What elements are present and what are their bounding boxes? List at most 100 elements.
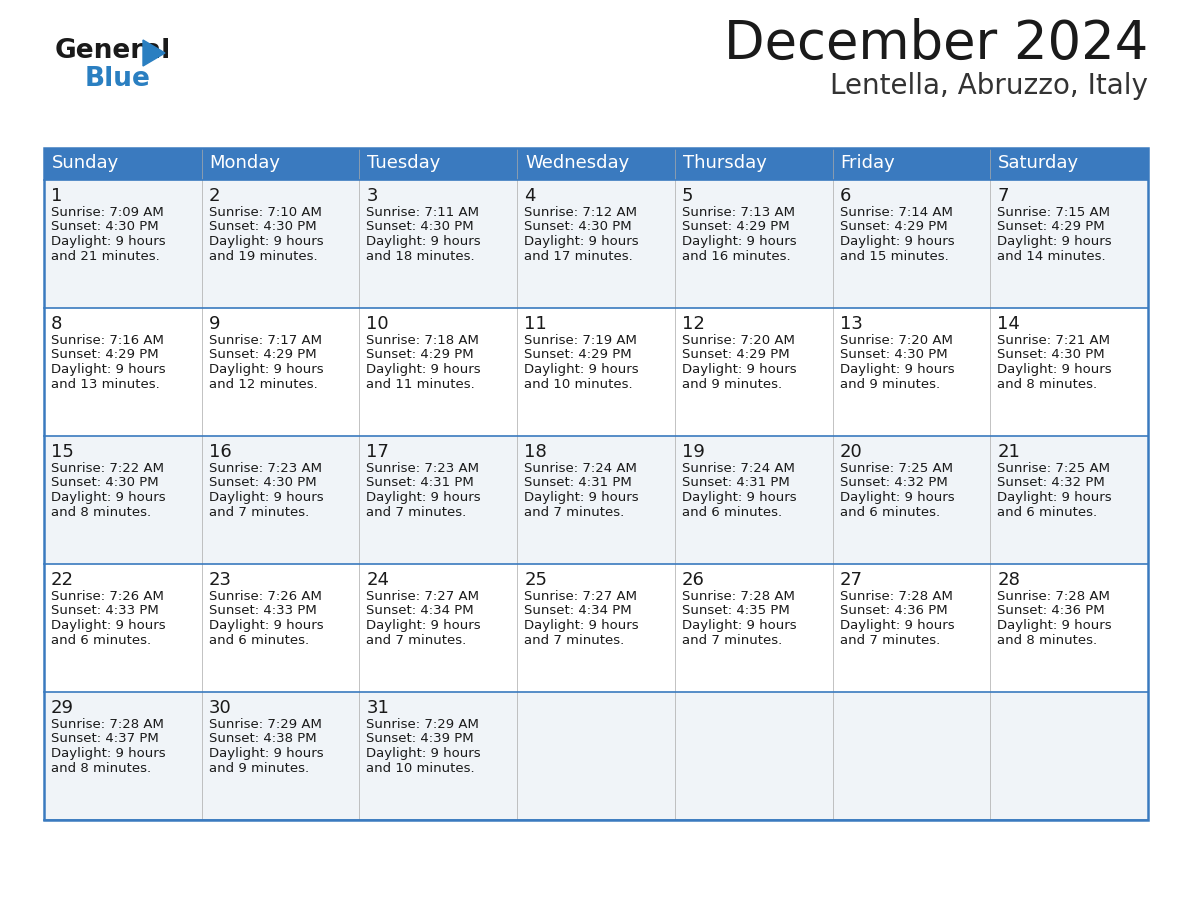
Text: and 6 minutes.: and 6 minutes.	[682, 506, 782, 519]
Text: and 11 minutes.: and 11 minutes.	[366, 377, 475, 390]
Text: Sunset: 4:29 PM: Sunset: 4:29 PM	[51, 349, 159, 362]
Text: 21: 21	[997, 443, 1020, 461]
Text: Sunrise: 7:29 AM: Sunrise: 7:29 AM	[366, 718, 479, 731]
Text: Sunrise: 7:26 AM: Sunrise: 7:26 AM	[209, 590, 322, 603]
Text: Sunrise: 7:28 AM: Sunrise: 7:28 AM	[840, 590, 953, 603]
Text: Sunset: 4:30 PM: Sunset: 4:30 PM	[997, 349, 1105, 362]
Text: Sunset: 4:38 PM: Sunset: 4:38 PM	[209, 733, 316, 745]
Text: Sunset: 4:39 PM: Sunset: 4:39 PM	[366, 733, 474, 745]
Bar	[833, 180, 991, 308]
Text: and 16 minutes.: and 16 minutes.	[682, 250, 790, 263]
Bar	[517, 692, 675, 820]
Text: and 13 minutes.: and 13 minutes.	[51, 377, 159, 390]
Text: and 18 minutes.: and 18 minutes.	[366, 250, 475, 263]
Text: Daylight: 9 hours: Daylight: 9 hours	[840, 491, 954, 504]
Text: and 8 minutes.: and 8 minutes.	[51, 762, 151, 775]
Text: 9: 9	[209, 315, 220, 333]
Text: Sunrise: 7:23 AM: Sunrise: 7:23 AM	[209, 462, 322, 475]
Text: Tuesday: Tuesday	[367, 154, 441, 172]
Bar	[44, 180, 202, 308]
Text: Sunset: 4:31 PM: Sunset: 4:31 PM	[366, 476, 474, 489]
Bar	[44, 148, 1148, 820]
Text: and 8 minutes.: and 8 minutes.	[997, 633, 1098, 646]
Text: and 12 minutes.: and 12 minutes.	[209, 377, 317, 390]
Text: 25: 25	[524, 571, 548, 589]
Text: 1: 1	[51, 187, 63, 205]
Text: Sunset: 4:29 PM: Sunset: 4:29 PM	[682, 349, 790, 362]
Text: 11: 11	[524, 315, 546, 333]
Bar	[991, 692, 1148, 820]
Bar	[202, 308, 360, 436]
Text: 15: 15	[51, 443, 74, 461]
Text: 24: 24	[366, 571, 390, 589]
Text: and 6 minutes.: and 6 minutes.	[209, 633, 309, 646]
Bar	[833, 308, 991, 436]
Bar	[675, 692, 833, 820]
Text: 16: 16	[209, 443, 232, 461]
Text: 2: 2	[209, 187, 220, 205]
Text: Sunrise: 7:23 AM: Sunrise: 7:23 AM	[366, 462, 480, 475]
Text: Sunset: 4:33 PM: Sunset: 4:33 PM	[51, 604, 159, 618]
Bar	[44, 692, 202, 820]
Bar	[360, 180, 517, 308]
Text: Sunset: 4:35 PM: Sunset: 4:35 PM	[682, 604, 790, 618]
Bar	[44, 564, 202, 692]
Bar	[517, 436, 675, 564]
Bar	[44, 148, 202, 180]
Text: and 10 minutes.: and 10 minutes.	[366, 762, 475, 775]
Text: Sunrise: 7:18 AM: Sunrise: 7:18 AM	[366, 334, 479, 347]
Text: Daylight: 9 hours: Daylight: 9 hours	[997, 363, 1112, 376]
Text: 17: 17	[366, 443, 390, 461]
Bar	[833, 148, 991, 180]
Bar	[360, 436, 517, 564]
Text: Sunset: 4:33 PM: Sunset: 4:33 PM	[209, 604, 316, 618]
Bar	[675, 180, 833, 308]
Text: and 17 minutes.: and 17 minutes.	[524, 250, 633, 263]
Text: Sunrise: 7:27 AM: Sunrise: 7:27 AM	[366, 590, 480, 603]
Bar	[675, 436, 833, 564]
Text: Sunset: 4:30 PM: Sunset: 4:30 PM	[524, 220, 632, 233]
Text: 26: 26	[682, 571, 704, 589]
Bar	[360, 692, 517, 820]
Text: Daylight: 9 hours: Daylight: 9 hours	[997, 235, 1112, 248]
Text: and 9 minutes.: and 9 minutes.	[840, 377, 940, 390]
Text: Daylight: 9 hours: Daylight: 9 hours	[209, 235, 323, 248]
Text: 7: 7	[997, 187, 1009, 205]
Text: Sunset: 4:29 PM: Sunset: 4:29 PM	[682, 220, 790, 233]
Text: Daylight: 9 hours: Daylight: 9 hours	[366, 363, 481, 376]
Text: Sunset: 4:31 PM: Sunset: 4:31 PM	[524, 476, 632, 489]
Text: Sunset: 4:30 PM: Sunset: 4:30 PM	[51, 476, 159, 489]
Text: Wednesday: Wednesday	[525, 154, 630, 172]
Text: Daylight: 9 hours: Daylight: 9 hours	[209, 747, 323, 760]
Text: Sunset: 4:29 PM: Sunset: 4:29 PM	[366, 349, 474, 362]
Bar	[991, 308, 1148, 436]
Text: and 7 minutes.: and 7 minutes.	[682, 633, 782, 646]
Text: Sunrise: 7:24 AM: Sunrise: 7:24 AM	[524, 462, 637, 475]
Text: Sunrise: 7:15 AM: Sunrise: 7:15 AM	[997, 206, 1111, 219]
Text: Sunset: 4:36 PM: Sunset: 4:36 PM	[840, 604, 947, 618]
Text: Sunset: 4:32 PM: Sunset: 4:32 PM	[997, 476, 1105, 489]
Text: 18: 18	[524, 443, 546, 461]
Text: Daylight: 9 hours: Daylight: 9 hours	[682, 235, 796, 248]
Text: Sunday: Sunday	[52, 154, 119, 172]
Text: and 10 minutes.: and 10 minutes.	[524, 377, 633, 390]
Text: Sunrise: 7:25 AM: Sunrise: 7:25 AM	[840, 462, 953, 475]
Text: and 7 minutes.: and 7 minutes.	[209, 506, 309, 519]
Bar	[833, 692, 991, 820]
Text: Sunrise: 7:28 AM: Sunrise: 7:28 AM	[682, 590, 795, 603]
Text: and 19 minutes.: and 19 minutes.	[209, 250, 317, 263]
Text: Sunrise: 7:12 AM: Sunrise: 7:12 AM	[524, 206, 637, 219]
Text: December 2024: December 2024	[723, 18, 1148, 70]
Text: Lentella, Abruzzo, Italy: Lentella, Abruzzo, Italy	[830, 72, 1148, 100]
Text: Sunrise: 7:20 AM: Sunrise: 7:20 AM	[840, 334, 953, 347]
Text: Daylight: 9 hours: Daylight: 9 hours	[366, 619, 481, 632]
Text: Sunset: 4:31 PM: Sunset: 4:31 PM	[682, 476, 790, 489]
Text: Saturday: Saturday	[998, 154, 1080, 172]
Text: Sunrise: 7:16 AM: Sunrise: 7:16 AM	[51, 334, 164, 347]
Text: and 7 minutes.: and 7 minutes.	[524, 506, 625, 519]
Bar	[991, 436, 1148, 564]
Bar	[44, 308, 202, 436]
Text: 31: 31	[366, 699, 390, 717]
Text: Daylight: 9 hours: Daylight: 9 hours	[524, 363, 639, 376]
Text: 27: 27	[840, 571, 862, 589]
